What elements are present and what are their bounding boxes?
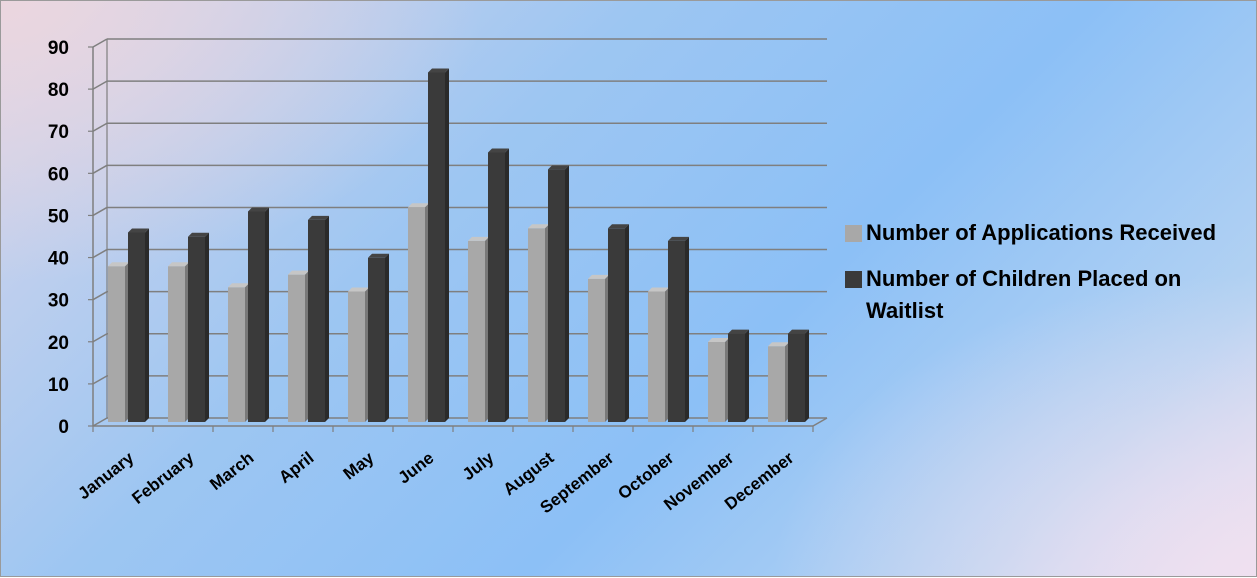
y-tick-label: 90	[48, 38, 69, 59]
bar-applications-february	[168, 262, 189, 422]
bar-applications-august	[528, 224, 549, 422]
gridline-depth	[92, 333, 108, 343]
bar-waitlist-january	[128, 228, 149, 422]
bar-waitlist-february	[188, 232, 209, 422]
gridline-depth	[92, 291, 108, 301]
x-tick-label-march: March	[206, 448, 257, 494]
gridline-depth	[92, 80, 108, 90]
x-tick-label-january: January	[74, 448, 138, 503]
bar-waitlist-august	[548, 165, 569, 423]
y-tick-label: 40	[48, 249, 69, 270]
y-tick-label: 20	[48, 333, 69, 354]
gridline-depth	[92, 417, 108, 427]
bar-applications-july	[468, 236, 489, 422]
legend: Number of Applications Received Number o…	[845, 217, 1255, 341]
bar-applications-september	[588, 274, 609, 422]
bar-waitlist-november	[728, 329, 749, 422]
bar-applications-october	[648, 287, 669, 422]
gridline-depth	[92, 38, 108, 48]
legend-label-applications: Number of Applications Received	[866, 220, 1217, 245]
y-tick-label: 0	[58, 417, 69, 438]
bar-waitlist-may	[368, 253, 389, 422]
floor-right-edge	[812, 417, 828, 427]
legend-swatch-applications	[845, 225, 862, 242]
x-tick-label-april: April	[275, 448, 317, 487]
bar-applications-june	[408, 203, 429, 422]
legend-item-waitlist: Number of Children Placed on Waitlist	[845, 263, 1255, 327]
gridlines	[92, 38, 827, 427]
y-tick-label: 30	[48, 291, 69, 312]
gridline-depth	[92, 206, 108, 217]
bar-applications-december	[768, 342, 789, 422]
y-tick-label: 50	[48, 206, 69, 227]
bar-applications-march	[228, 283, 249, 422]
bar-waitlist-july	[488, 148, 509, 422]
bar-waitlist-april	[308, 215, 329, 422]
legend-item-applications: Number of Applications Received	[845, 217, 1255, 249]
y-tick-label: 60	[48, 164, 69, 185]
x-tick-label-june: June	[394, 448, 437, 487]
gridline-depth	[92, 375, 108, 385]
y-tick-label: 80	[48, 80, 69, 101]
bar-applications-may	[348, 287, 369, 422]
y-tick-label: 70	[48, 122, 69, 143]
gridline-depth	[92, 122, 108, 132]
bar-waitlist-march	[248, 207, 269, 422]
y-tick-label: 10	[48, 375, 69, 396]
gridline-depth	[92, 248, 108, 259]
legend-swatch-waitlist	[845, 271, 862, 288]
y-axis-ticks: 0 10 20 30 40 50 60 70 80 90	[48, 38, 93, 438]
bars	[108, 68, 809, 423]
bar-waitlist-june	[428, 68, 449, 422]
x-tick-label-may: May	[340, 448, 378, 484]
x-tick-label-february: February	[128, 448, 197, 508]
x-tick-label-july: July	[459, 448, 498, 484]
bar-waitlist-december	[788, 329, 809, 422]
bar-waitlist-october	[668, 236, 689, 422]
bar-applications-january	[108, 262, 129, 422]
bar-applications-november	[708, 337, 729, 422]
gridline-depth	[92, 164, 108, 174]
bar-applications-april	[288, 270, 309, 422]
bar-waitlist-september	[608, 224, 629, 422]
legend-label-waitlist: Number of Children Placed on Waitlist	[866, 266, 1182, 323]
